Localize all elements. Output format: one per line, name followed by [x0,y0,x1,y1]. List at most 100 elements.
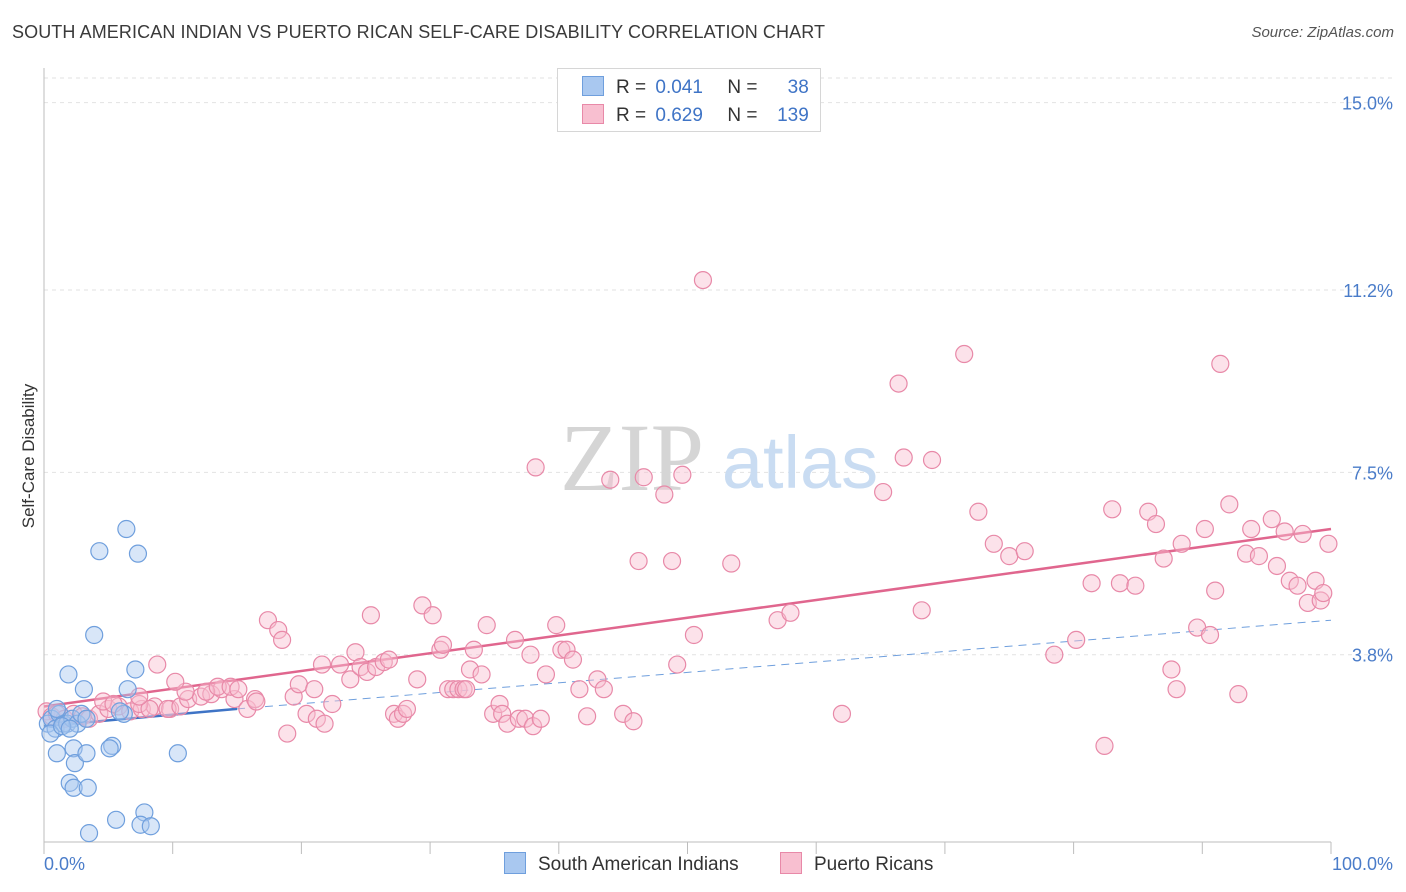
point-puerto-rican [472,665,491,684]
point-south-american-indian [110,702,130,721]
point-south-american-indian [117,519,136,539]
point-puerto-rican [289,675,308,694]
legend-label: Puerto Ricans [814,854,934,875]
legend-n-value: 139 [777,105,809,126]
point-puerto-rican [1314,583,1333,603]
point-south-american-indian [72,704,91,723]
legend-swatch-pink [582,104,604,124]
point-puerto-rican [315,714,334,733]
point-puerto-rican [130,694,149,714]
point-south-american-indian [126,660,145,679]
watermark-zip: ZIP [560,404,704,511]
point-puerto-rican [1249,547,1269,566]
point-puerto-rican [521,645,540,664]
point-puerto-rican [1311,591,1330,610]
point-puerto-rican [889,374,908,393]
point-puerto-rican [379,650,399,669]
point-south-american-indian [79,824,99,843]
point-puerto-rican [1200,625,1220,645]
watermark-atlas: atlas [722,421,878,504]
point-south-american-indian [128,544,148,563]
point-south-american-indian [118,680,137,699]
point-puerto-rican [1082,574,1101,593]
legend-swatch-pink [780,852,802,874]
point-south-american-indian [77,744,96,763]
point-puerto-rican [272,630,292,650]
point-puerto-rican [673,465,692,484]
point-puerto-rican [166,672,185,691]
grid-lines [44,77,1392,656]
point-puerto-rican [955,344,974,364]
point-puerto-rican [477,616,496,635]
point-puerto-rican [439,680,458,699]
legend-swatch-blue [504,852,526,874]
point-puerto-rican [1146,514,1166,534]
point-puerto-rican [1015,542,1034,561]
point-south-american-indian [100,739,119,758]
point-south-american-indian [47,744,66,763]
point-puerto-rican [229,680,248,699]
point-puerto-rican [557,640,576,659]
correlation-legend: R = 0.041 N = 38 R = 0.629 N = 139 [557,68,821,132]
point-puerto-rican [464,640,483,659]
point-puerto-rican [208,677,227,696]
point-puerto-rican [433,635,453,654]
point-south-american-indian [65,754,84,773]
point-puerto-rican [526,458,545,477]
point-puerto-rican [523,717,543,736]
point-south-american-indian [74,680,93,699]
point-puerto-rican [722,554,741,573]
point-puerto-rican [516,709,535,728]
point-puerto-rican [1167,680,1186,699]
legend-n-label: N = [727,77,758,98]
legend-label: South American Indians [538,854,739,875]
y-tick-label: 3.8% [1352,646,1393,666]
chart-title: SOUTH AMERICAN INDIAN VS PUERTO RICAN SE… [12,22,826,42]
point-puerto-rican [305,680,324,699]
point-puerto-rican [1211,354,1230,373]
point-puerto-rican [323,694,342,714]
point-puerto-rican [552,640,571,659]
point-south-american-indian [106,810,126,829]
point-puerto-rican [781,603,800,622]
point-puerto-rican [1242,519,1261,539]
legend-swatch-blue [582,76,604,96]
point-puerto-rican [832,704,852,723]
point-south-american-indian [85,625,104,645]
point-south-american-indian [64,778,83,797]
point-puerto-rican [614,704,633,723]
point-puerto-rican [1154,549,1173,568]
point-puerto-rican [922,450,942,470]
point-puerto-rican [1262,510,1281,529]
point-puerto-rican [563,650,583,669]
point-puerto-rican [655,485,674,504]
point-puerto-rican [247,692,266,711]
point-puerto-rican [634,468,653,487]
point-puerto-rican [588,670,607,689]
point-puerto-rican [505,630,525,650]
point-puerto-rican [357,662,377,682]
point-puerto-rican [397,699,417,719]
point-puerto-rican [408,670,427,689]
legend-r-label: R = [616,77,647,98]
point-south-american-indian [90,542,109,561]
legend-n-value: 38 [787,77,809,98]
point-puerto-rican [1229,685,1248,704]
point-puerto-rican [912,601,931,620]
data-points [37,270,1338,843]
point-puerto-rican [1000,547,1019,566]
point-puerto-rican [1110,574,1130,593]
point-puerto-rican [330,655,350,674]
point-puerto-rican [148,655,167,674]
point-south-american-indian [47,699,66,719]
y-axis-label: Self-Care Disability [19,383,38,528]
point-puerto-rican [662,551,682,571]
y-tick-label: 7.5% [1352,463,1393,483]
point-puerto-rican [457,680,476,699]
point-puerto-rican [140,699,159,719]
point-puerto-rican [1195,519,1214,539]
point-puerto-rican [1172,534,1191,553]
point-puerto-rican [493,704,512,723]
point-puerto-rican [536,665,556,684]
point-puerto-rican [1275,522,1294,541]
